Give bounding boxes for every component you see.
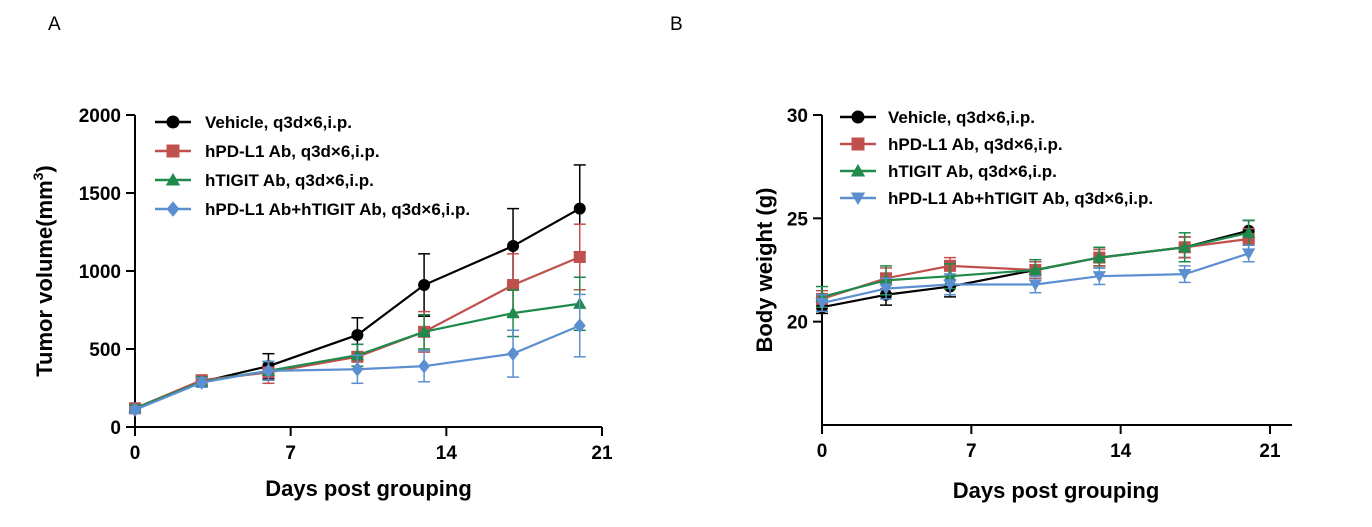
y-axis-title-close: ) [32, 165, 57, 172]
y-axis-title-text: Tumor volume(mm [32, 180, 57, 376]
y-axis-title-text: Body weight (g) [752, 188, 777, 353]
series-2 [815, 219, 1256, 308]
series-3 [815, 244, 1256, 313]
y-tick-label: 30 [787, 106, 808, 127]
y-tick-label: 25 [787, 209, 809, 230]
legend-label: hPD-L1 Ab+hTIGIT Ab, q3d×6,i.p. [888, 189, 1153, 208]
legend: Vehicle, q3d×6,i.p. hPD-L1 Ab, q3d×6,i.p.… [155, 113, 470, 219]
y-axis-title-superscript: 3 [30, 172, 46, 180]
data-point [943, 279, 957, 292]
x-tick-label: 21 [1259, 441, 1281, 462]
legend-marker [166, 115, 180, 129]
legend-label: hTIGIT Ab, q3d×6,i.p. [888, 162, 1057, 181]
series-3 [129, 293, 586, 418]
y-tick-label: 1000 [79, 262, 121, 283]
data-point [262, 363, 275, 379]
x-tick-label: 0 [817, 441, 828, 462]
legend-marker [850, 192, 866, 206]
data-point [195, 375, 208, 390]
x-axis-title: Days post grouping [953, 478, 1160, 503]
data-point [1028, 279, 1042, 292]
x-tick-label: 14 [436, 443, 458, 464]
legend-marker [165, 172, 181, 186]
panel-label-b: B [670, 14, 683, 35]
data-point [418, 358, 431, 374]
data-point [351, 328, 364, 341]
data-point [506, 306, 520, 319]
data-point [1028, 263, 1042, 276]
legend-marker [166, 144, 180, 158]
panel-label-a: A [48, 14, 61, 35]
x-tick-label: 7 [285, 443, 296, 464]
legend-marker [850, 163, 866, 177]
data-point [418, 279, 431, 292]
data-point [573, 318, 586, 333]
y-tick-label: 500 [89, 340, 121, 361]
data-point [573, 250, 586, 263]
data-point [815, 297, 829, 310]
legend-label: hPD-L1 Ab+hTIGIT Ab, q3d×6,i.p. [205, 200, 470, 219]
legend-label: hTIGIT Ab, q3d×6,i.p. [205, 171, 374, 190]
data-point [507, 346, 520, 361]
body-weight-chart: 20 25 30 0 7 14 21 Days post grouping Body weigh… [752, 106, 1292, 503]
data-point [351, 362, 364, 377]
legend-marker [851, 137, 865, 151]
data-point [1092, 271, 1106, 283]
legend-label: Vehicle, q3d×6,i.p. [888, 108, 1035, 127]
legend: Vehicle, q3d×6,i.p. hPD-L1 Ab, q3d×6,i.p.… [840, 108, 1153, 208]
tumor-volume-chart: 0 500 1000 1500 2000 0 7 14 21 Days post grouping… [30, 106, 613, 501]
legend-marker [166, 201, 180, 217]
x-axis-title: Days post grouping [265, 476, 472, 501]
data-point [1178, 269, 1192, 281]
y-tick-label: 20 [787, 313, 808, 334]
legend-marker [851, 110, 865, 124]
y-tick-label: 1500 [79, 184, 121, 205]
x-tick-label: 0 [130, 443, 141, 464]
x-tick-label: 14 [1110, 441, 1132, 462]
data-point [573, 202, 586, 215]
data-point [879, 283, 893, 296]
legend-label: Vehicle, q3d×6,i.p. [205, 113, 352, 132]
series-2 [128, 276, 587, 414]
y-axis-title: Tumor volume(mm3) [30, 165, 57, 377]
x-tick-label: 21 [591, 443, 613, 464]
data-point [1092, 251, 1106, 263]
y-axis-title: Body weight (g) [752, 188, 777, 353]
data-point [1178, 240, 1192, 253]
legend-label: hPD-L1 Ab, q3d×6,i.p. [888, 135, 1063, 154]
x-tick-label: 7 [966, 441, 977, 462]
data-point [1242, 248, 1256, 261]
data-point [507, 279, 520, 292]
data-point [417, 325, 431, 337]
legend-label: hPD-L1 Ab, q3d×6,i.p. [205, 142, 380, 161]
y-tick-label: 2000 [79, 106, 121, 127]
data-point [129, 402, 141, 418]
data-point [507, 240, 520, 253]
data-point [1242, 226, 1256, 238]
y-tick-label: 0 [110, 418, 121, 439]
